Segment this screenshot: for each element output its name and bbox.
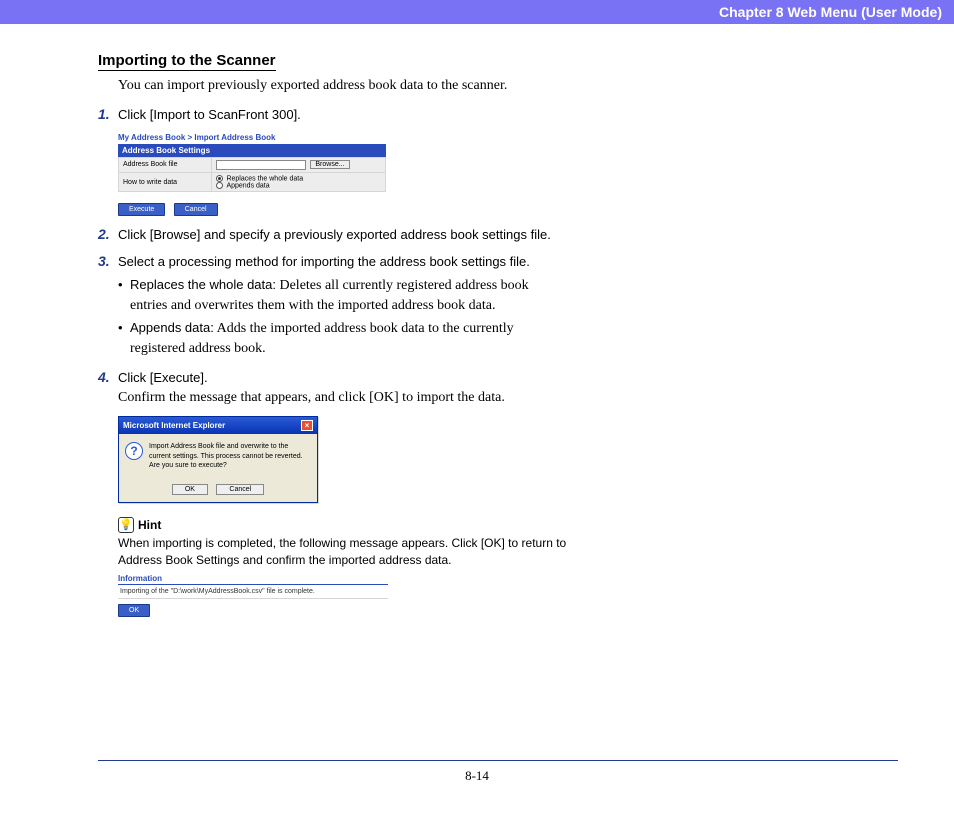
step-number: 3. xyxy=(98,253,118,361)
dialog-body: ? Import Address Book file and overwrite… xyxy=(119,434,317,477)
options-cell: Replaces the whole data Appends data xyxy=(212,172,386,192)
hint-text: When importing is completed, the followi… xyxy=(118,535,568,569)
step-number: 4. xyxy=(98,369,118,408)
row-label: Address Book file xyxy=(119,157,212,172)
dialog-buttons: OK Cancel xyxy=(119,478,317,502)
step-text: Click [Browse] and specify a previously … xyxy=(118,226,568,245)
step-line: Confirm the message that appears, and cl… xyxy=(118,390,505,405)
button-row: Execute Cancel xyxy=(118,198,386,216)
file-path-input[interactable] xyxy=(216,160,306,170)
bullet-marker: • xyxy=(118,276,130,317)
bullet-label: Replaces the whole data: xyxy=(130,277,276,292)
ok-button[interactable]: OK xyxy=(118,604,150,617)
row-label: How to write data xyxy=(119,172,212,192)
info-heading: Information xyxy=(118,574,388,585)
step-body: Select a processing method for importing… xyxy=(118,253,568,361)
section-intro: You can import previously exported addre… xyxy=(118,77,568,96)
dialog-titlebar: Microsoft Internet Explorer × xyxy=(119,417,317,434)
step-body: Click [Execute]. Confirm the message tha… xyxy=(118,369,568,408)
radio-label: Replaces the whole data xyxy=(226,175,303,182)
bullet-label: Appends data: xyxy=(130,320,214,335)
information-panel: Information Importing of the "D:\work\My… xyxy=(118,574,388,617)
hint-header: 💡 Hint xyxy=(118,517,568,533)
dialog-message: Import Address Book file and overwrite t… xyxy=(149,442,311,469)
radio-append[interactable] xyxy=(216,182,223,189)
bullet-list: • Replaces the whole data: Deletes all c… xyxy=(118,276,568,359)
breadcrumb: My Address Book > Import Address Book xyxy=(118,133,386,144)
step-text: Click [Import to ScanFront 300]. xyxy=(118,106,568,125)
main-content: Importing to the Scanner You can import … xyxy=(98,52,568,617)
cancel-button[interactable]: Cancel xyxy=(216,484,264,495)
close-icon[interactable]: × xyxy=(301,420,313,431)
page-number: 8-14 xyxy=(0,768,954,784)
radio-label: Appends data xyxy=(226,182,269,189)
address-book-settings-screenshot: My Address Book > Import Address Book Ad… xyxy=(118,133,386,217)
bullet-text: Replaces the whole data: Deletes all cur… xyxy=(130,276,568,317)
file-cell: Browse... xyxy=(212,157,386,172)
step-lead: Select a processing method for importing… xyxy=(118,254,530,269)
settings-table: Address Book file Browse... How to write… xyxy=(118,157,386,193)
step-number: 2. xyxy=(98,226,118,245)
page-header: Chapter 8 Web Menu (User Mode) xyxy=(0,0,954,24)
step-line: Click [Execute]. xyxy=(118,370,208,385)
step-3: 3. Select a processing method for import… xyxy=(98,253,568,361)
hint-icon: 💡 xyxy=(118,517,134,533)
browse-button[interactable]: Browse... xyxy=(310,160,349,169)
panel-title: Address Book Settings xyxy=(118,144,386,157)
step-4: 4. Click [Execute]. Confirm the message … xyxy=(98,369,568,408)
bullet-item: • Replaces the whole data: Deletes all c… xyxy=(118,276,568,317)
cancel-button[interactable]: Cancel xyxy=(174,203,218,216)
section-title: Importing to the Scanner xyxy=(98,52,276,71)
execute-button[interactable]: Execute xyxy=(118,203,165,216)
info-message: Importing of the "D:\work\MyAddressBook.… xyxy=(118,585,388,599)
bullet-item: • Appends data: Adds the imported addres… xyxy=(118,319,568,360)
hint-label: Hint xyxy=(138,518,161,532)
bullet-text: Appends data: Adds the imported address … xyxy=(130,319,568,360)
step-2: 2. Click [Browse] and specify a previous… xyxy=(98,226,568,245)
question-icon: ? xyxy=(125,442,143,460)
dialog-title: Microsoft Internet Explorer xyxy=(123,421,225,430)
bullet-marker: • xyxy=(118,319,130,360)
step-1: 1. Click [Import to ScanFront 300]. xyxy=(98,106,568,125)
ie-confirm-dialog: Microsoft Internet Explorer × ? Import A… xyxy=(118,416,318,502)
radio-replace[interactable] xyxy=(216,175,223,182)
footer-rule xyxy=(98,760,898,761)
ok-button[interactable]: OK xyxy=(172,484,208,495)
step-number: 1. xyxy=(98,106,118,125)
chapter-title: Chapter 8 Web Menu (User Mode) xyxy=(719,4,942,20)
